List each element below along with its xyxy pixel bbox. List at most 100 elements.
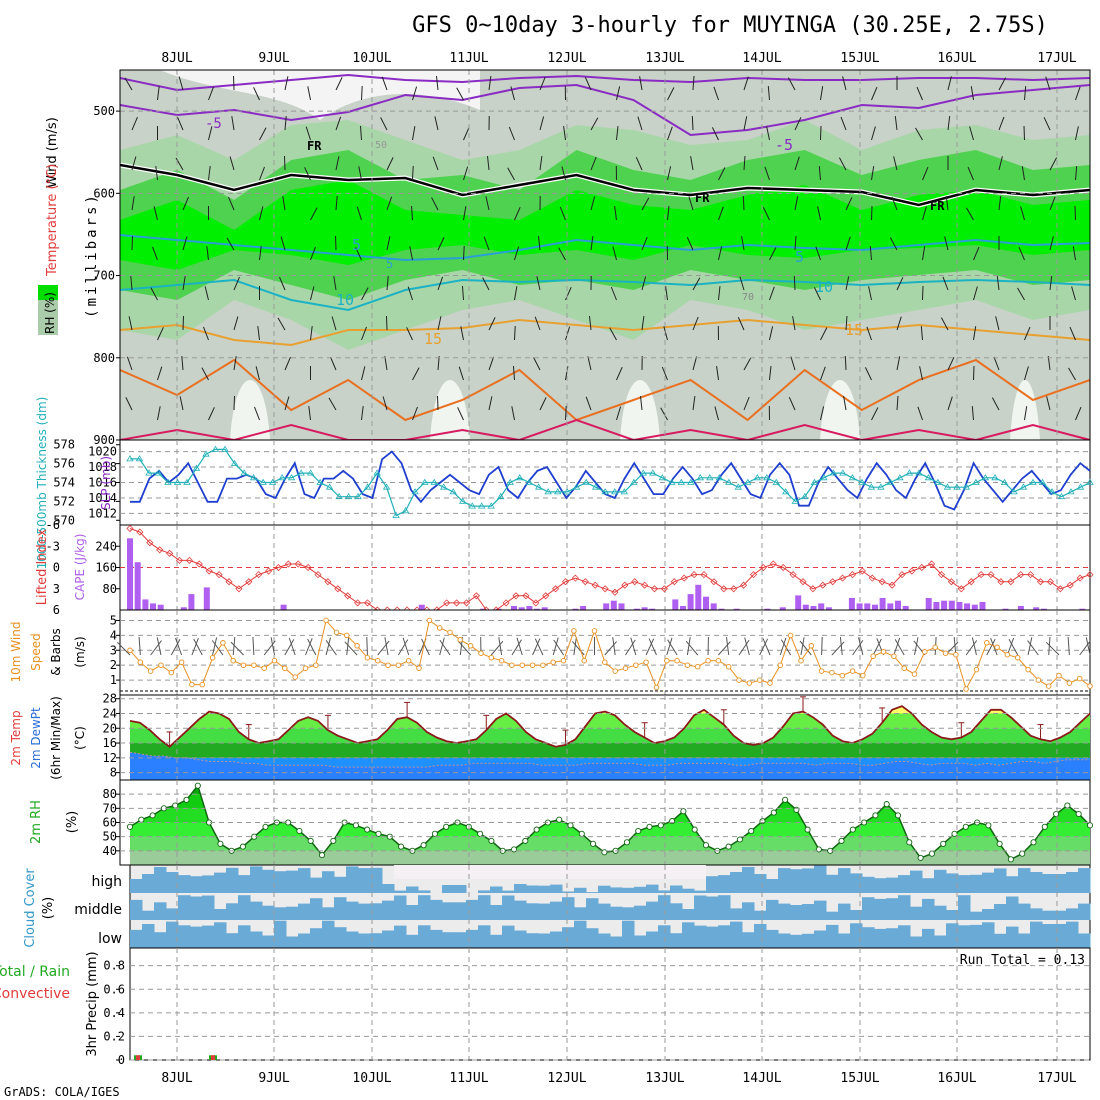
rh2m-point [318,852,326,859]
cape-bar [580,606,587,610]
thickness-point [449,488,457,495]
upper-barb [844,355,847,371]
wind10m-point [1035,677,1042,683]
thickness-point [411,488,419,495]
cloud-bar [430,929,443,948]
cloud-bar [406,905,419,920]
thickness-point [487,502,495,509]
wind10m-barb [284,639,295,656]
wind10m-barb [1067,636,1070,656]
isotherm-label-5-2: 5 [795,248,804,266]
wind10m-barb [288,637,296,656]
lifted-index-point [759,563,767,572]
wind10m-barb [1008,639,1019,656]
lifted-index-point [472,592,480,600]
wind10m-point [932,644,938,651]
wind10m-barb [630,637,637,656]
upper-barb [125,397,133,411]
cloud-bar [682,909,695,920]
rh2m-point [623,839,630,846]
upper-barb [412,86,418,101]
wind10m-barb [346,637,350,656]
cloud-bar [490,934,503,948]
wind10m-line [129,619,1091,691]
lifted-index-point [898,571,906,579]
cape-bar [948,600,955,610]
rh2m-point [702,842,710,849]
lifted-index-point [1027,571,1035,579]
lifted-index-point [650,585,659,593]
thickness-point [924,474,933,481]
cloud-bar [310,898,323,920]
upper-barb [1024,326,1031,341]
temp2m-title-4: (°C) [73,726,87,750]
cloud-bar [694,925,707,948]
cloud-bar [178,895,191,920]
cloud-bar [466,929,479,948]
cloud-bar [226,933,239,948]
upper-barb [869,246,872,261]
upper-barb [355,247,362,261]
wind10m-barb [458,641,472,656]
cloud-bar [814,865,827,893]
rh2m-point [657,822,664,829]
pressure-axis: 500 600 700 800 900 [93,104,120,447]
upper-barb [206,246,209,261]
thickness-point [915,469,923,476]
wind10m-barb [759,638,769,656]
cloud-bar [274,920,287,948]
cloud-bar [754,924,767,948]
thickness-point [392,511,400,518]
upper-barb [742,195,745,211]
cloud-bar [1030,908,1043,920]
wind10m-barb [252,636,255,656]
lifted-index-point [829,578,837,586]
wind10m-barb [150,640,162,656]
thickness-point [611,488,619,495]
cape-bar [150,603,156,610]
cloud-bar [1018,868,1031,893]
lifted-index-point [443,599,451,607]
lifted-index-point [611,588,619,596]
upper-barb [284,116,287,131]
lifted-index-point [146,539,154,547]
wind10m-point [664,657,670,664]
upper-barb [432,156,439,171]
upper-barb [565,326,571,341]
wind10m-barb [212,637,218,656]
li-ticklabel-1: 3 [53,582,60,596]
thickness-point [439,483,448,490]
upper-barb [838,157,847,171]
bottom-date-12JUL: 12JUL [547,1071,586,1086]
rh2m-point [1086,822,1094,829]
isotherms [119,73,1091,442]
cloud-bar [850,923,863,948]
upper-barb [513,365,515,381]
top-date-12JUL: 12JUL [547,51,586,66]
upper-barb [259,166,265,181]
cape-ticklabel-0: 80 [103,582,117,596]
cape-bar [872,604,878,610]
lifted-index-point [749,571,758,579]
wind10m-barb [307,638,317,656]
cape-bar [687,594,694,610]
upper-barb [667,166,672,181]
wind10m-barb [377,640,390,656]
rh2m-point [736,836,743,843]
cloud-bar [418,890,431,893]
rh2m-ticklabel-3: 70 [103,801,117,815]
upper-barb [868,286,872,301]
thickness-point [886,478,895,485]
upper-barb [743,357,752,371]
upper-barb [692,75,695,91]
upper-barb [131,156,137,171]
rh2m-point [352,822,359,829]
thickness-point [658,474,667,481]
rh2m-title-1: 2m RH [29,800,44,844]
legend-temperature: Temperature (°C) [45,164,60,277]
wind10m-point [1076,675,1083,682]
wind10m-barb [305,638,313,656]
cloud-bar [982,922,995,948]
